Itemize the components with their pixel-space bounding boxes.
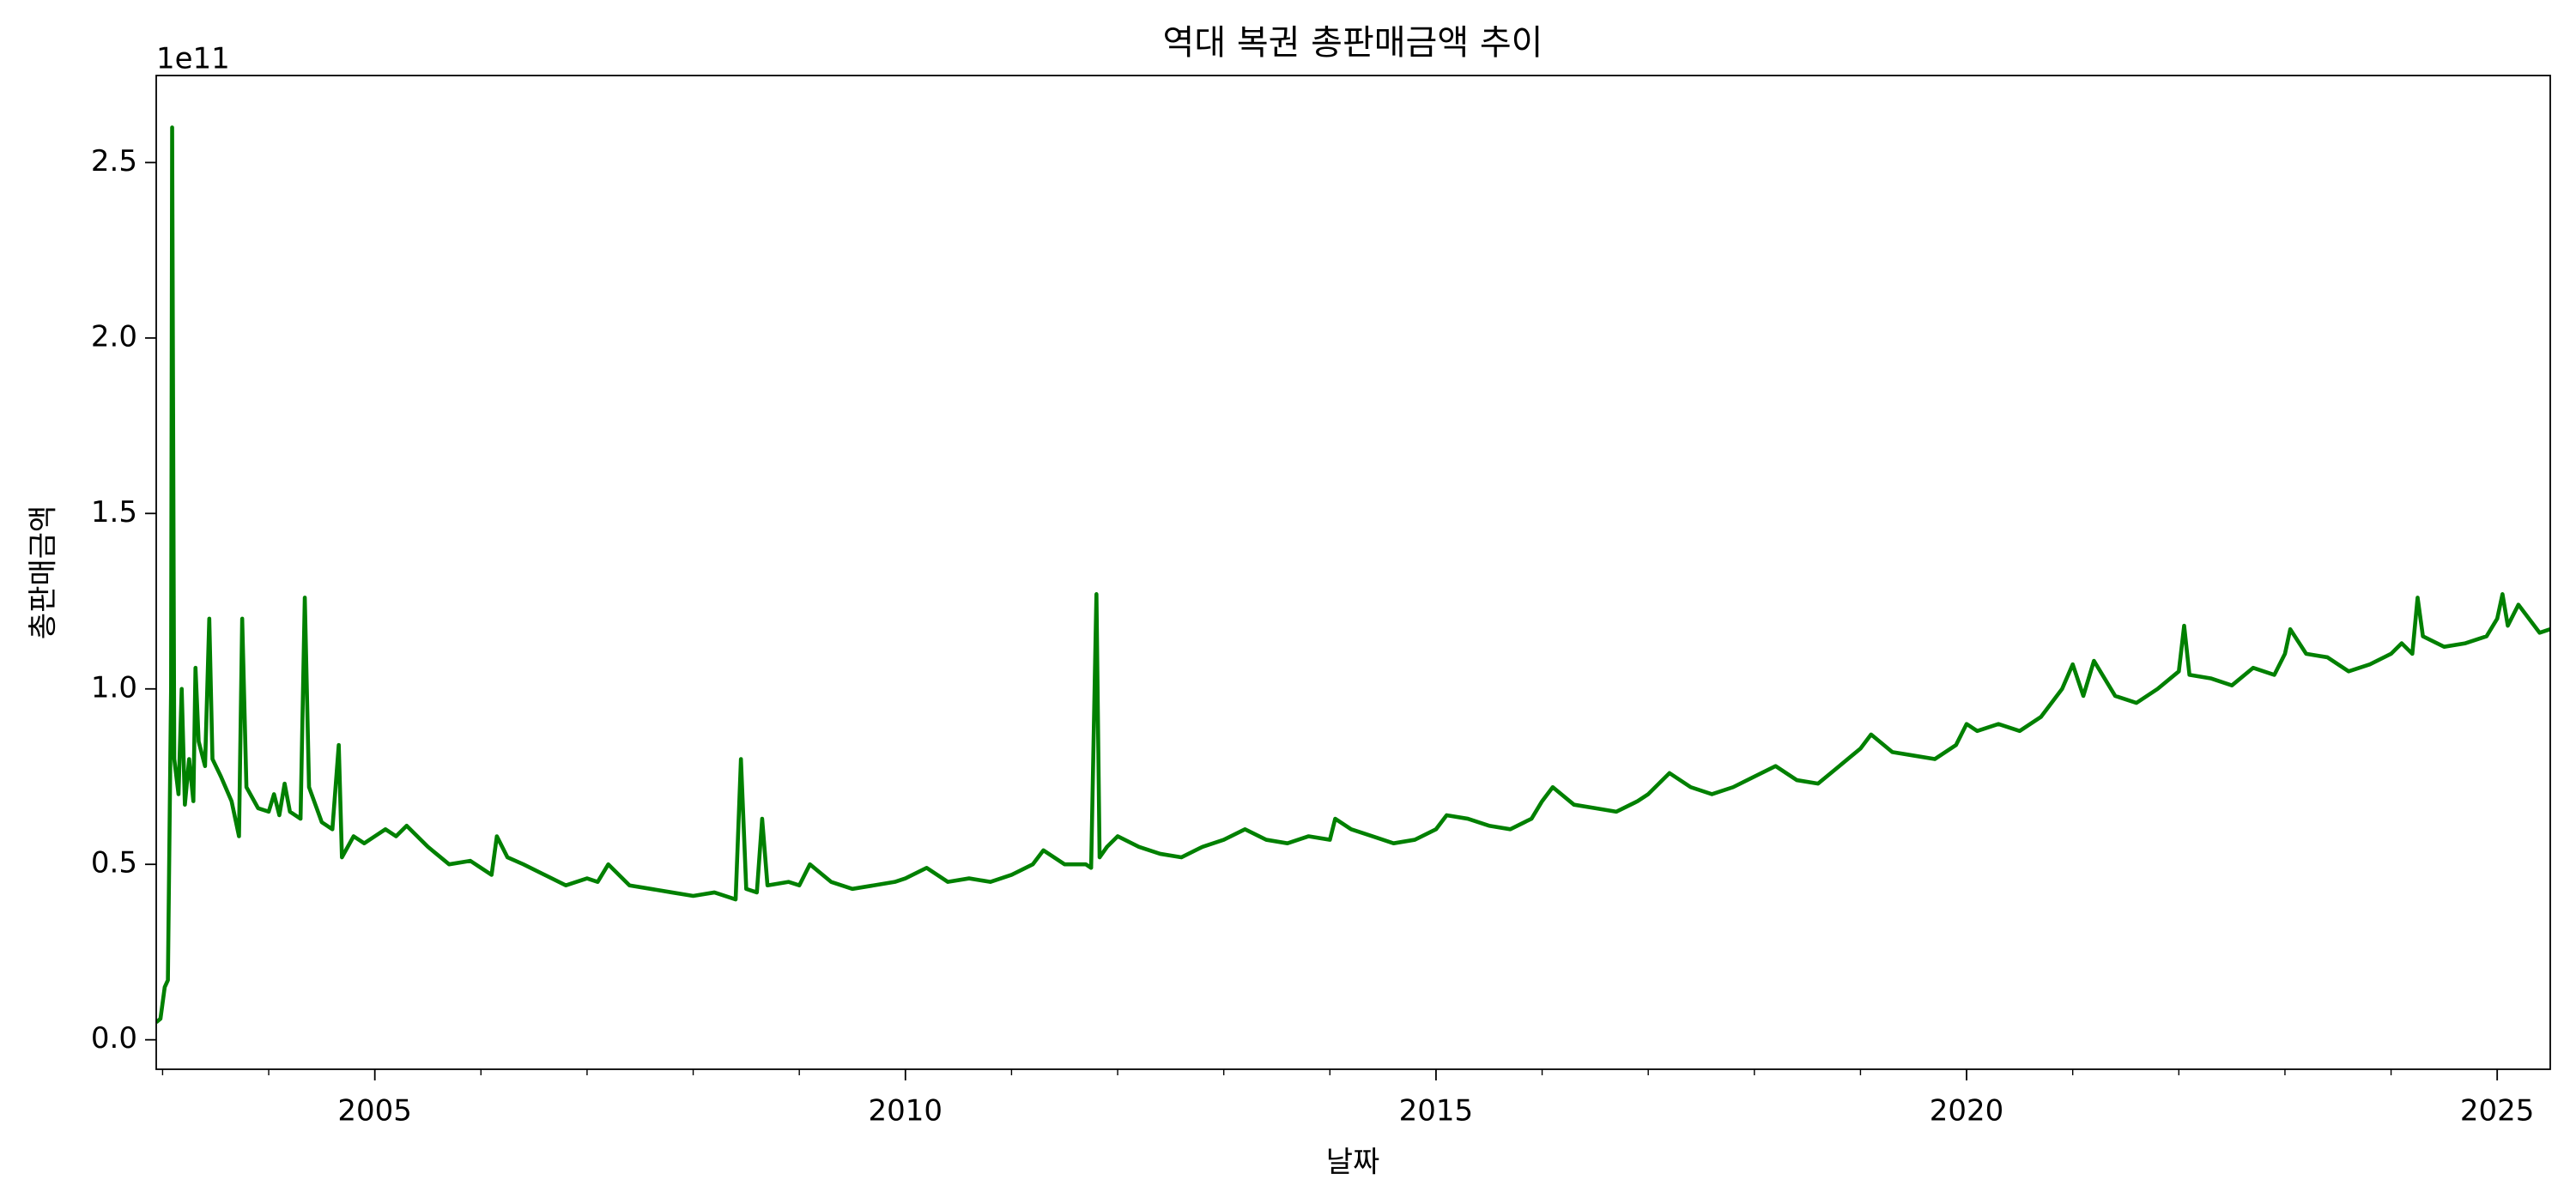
x-tick-label: 2015: [1399, 1094, 1474, 1128]
x-tick-label: 2025: [2460, 1094, 2535, 1128]
data-line: [156, 125, 2550, 1024]
y-tick-label: 0.0: [91, 1021, 137, 1056]
y-offset-label: 1e11: [156, 42, 230, 76]
plot-frame: [155, 75, 2551, 1070]
y-tick-label: 0.5: [91, 846, 137, 880]
y-tick-label: 2.0: [91, 319, 137, 354]
y-tick-label: 1.5: [91, 495, 137, 529]
x-tick-label: 2005: [337, 1094, 412, 1128]
y-axis-label: 총판매금액: [27, 505, 61, 639]
x-axis-label: 날짜: [1326, 1146, 1380, 1180]
chart-title: 역대 복권 총판매금액 추이: [1163, 23, 1543, 63]
x-tick-label: 2020: [1930, 1094, 2004, 1128]
x-tick-label: 2010: [869, 1094, 943, 1128]
y-tick-label: 2.5: [91, 144, 137, 178]
y-tick-label: 1.0: [91, 670, 137, 705]
